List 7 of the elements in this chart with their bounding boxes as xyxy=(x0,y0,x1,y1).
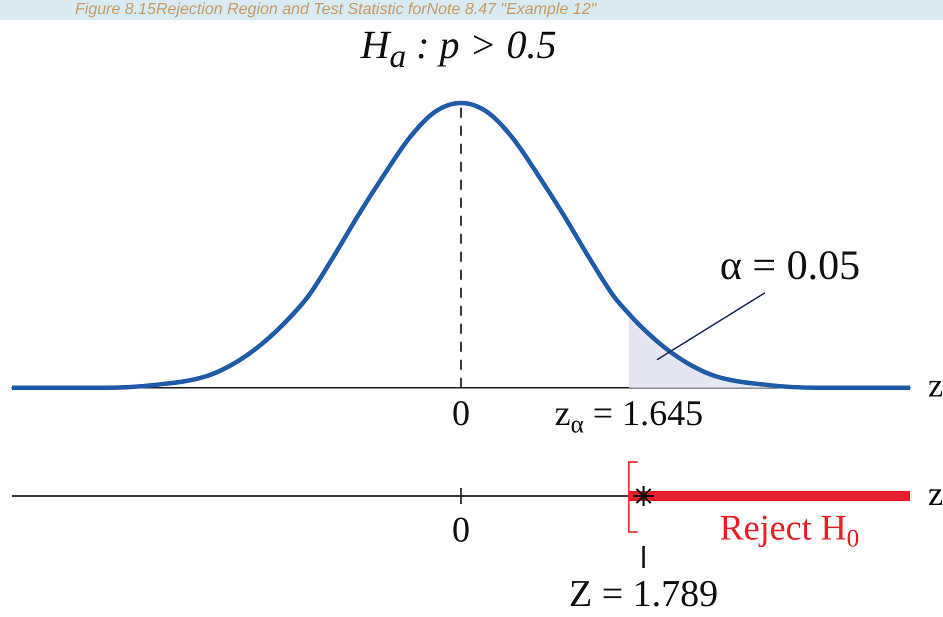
chart-title: Figure 8.15Rejection Region and Test Statistic forNote 8.47 "Example 12" xyxy=(0,0,943,20)
annotation: 0 xyxy=(452,509,470,550)
ref-line-label: z xyxy=(928,476,943,513)
x-axis-title: z xyxy=(928,368,943,405)
annotation: α = 0.05 xyxy=(720,242,860,289)
chart-subtitle: H$_{a}$ : p > 0.5 xyxy=(359,21,558,77)
annotation: Z = 1.789 xyxy=(568,572,718,615)
